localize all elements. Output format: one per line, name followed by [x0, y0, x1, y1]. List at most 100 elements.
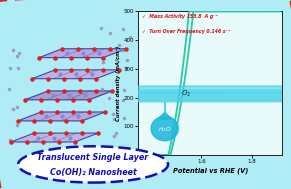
Y-axis label: Current density (mA/cm²): Current density (mA/cm²): [116, 46, 121, 121]
Point: [32, 132, 36, 135]
Point: [36, 136, 41, 139]
Point: [8, 138, 12, 141]
Point: [59, 115, 64, 118]
Point: [9, 140, 13, 143]
Text: Co(OH)₂ Nanosheet: Co(OH)₂ Nanosheet: [50, 168, 136, 177]
Point: [76, 47, 81, 50]
Point: [121, 98, 126, 101]
Point: [94, 89, 98, 92]
Point: [103, 111, 107, 114]
Point: [68, 136, 73, 139]
Point: [124, 58, 129, 61]
Circle shape: [0, 93, 291, 95]
Point: [64, 52, 69, 55]
Point: [41, 140, 45, 143]
X-axis label: Potential vs RHE (V): Potential vs RHE (V): [173, 167, 248, 174]
Point: [120, 27, 125, 30]
Point: [96, 52, 101, 55]
Point: [107, 96, 111, 99]
Point: [80, 119, 84, 122]
Polygon shape: [158, 112, 172, 119]
Point: [82, 94, 87, 97]
Point: [53, 56, 57, 59]
Circle shape: [0, 88, 291, 91]
Point: [16, 67, 20, 70]
Point: [100, 87, 104, 90]
Polygon shape: [11, 133, 98, 142]
Point: [46, 89, 50, 92]
Point: [80, 52, 85, 55]
Point: [69, 68, 73, 71]
Point: [87, 98, 91, 101]
Circle shape: [0, 95, 291, 99]
Point: [75, 115, 80, 118]
Text: Translucent Single Layer: Translucent Single Layer: [38, 153, 149, 162]
Text: $H_2O$: $H_2O$: [158, 125, 172, 134]
Point: [69, 56, 73, 59]
Point: [85, 68, 89, 71]
Point: [53, 68, 57, 71]
Point: [37, 56, 41, 59]
Point: [96, 132, 100, 135]
Point: [87, 111, 91, 114]
Point: [62, 77, 66, 80]
Point: [23, 98, 27, 101]
Point: [111, 117, 116, 120]
Point: [80, 132, 84, 135]
Point: [122, 117, 126, 120]
Ellipse shape: [18, 146, 168, 183]
Point: [39, 98, 43, 101]
Point: [78, 89, 82, 92]
Point: [17, 51, 21, 54]
Circle shape: [0, 90, 291, 93]
Point: [121, 48, 126, 51]
Point: [114, 132, 119, 135]
Circle shape: [0, 85, 291, 88]
Polygon shape: [32, 70, 119, 79]
Text: ✓  Turn Over Frequency 0.146 s⁻¹: ✓ Turn Over Frequency 0.146 s⁻¹: [142, 29, 230, 34]
Polygon shape: [39, 49, 126, 58]
Point: [108, 32, 113, 35]
Point: [111, 113, 115, 116]
Point: [121, 88, 126, 91]
Point: [117, 68, 121, 71]
Point: [124, 47, 129, 50]
Point: [7, 87, 11, 90]
Point: [78, 77, 82, 80]
Point: [123, 66, 128, 69]
Point: [71, 98, 75, 101]
Point: [48, 132, 52, 135]
Point: [16, 119, 20, 122]
Point: [108, 47, 113, 50]
Point: [57, 73, 62, 76]
Point: [30, 77, 34, 80]
Point: [11, 48, 16, 51]
Point: [43, 115, 48, 118]
Point: [101, 56, 105, 59]
Point: [55, 111, 59, 114]
Point: [39, 111, 43, 114]
Point: [92, 47, 97, 50]
Point: [73, 73, 78, 76]
Point: [55, 98, 59, 101]
Point: [14, 124, 19, 127]
Point: [85, 56, 89, 59]
Point: [50, 94, 55, 97]
Point: [117, 44, 122, 47]
Point: [57, 140, 61, 143]
Point: [89, 73, 94, 76]
Point: [73, 140, 77, 143]
Point: [32, 119, 36, 122]
Polygon shape: [25, 91, 112, 100]
Point: [48, 119, 52, 122]
Point: [52, 136, 57, 139]
Point: [71, 111, 75, 114]
Point: [10, 108, 15, 111]
Text: $O_2$: $O_2$: [181, 89, 191, 99]
Point: [15, 54, 19, 57]
Point: [64, 119, 68, 122]
Point: [15, 105, 19, 108]
Polygon shape: [18, 112, 105, 121]
Point: [101, 68, 105, 71]
Ellipse shape: [151, 116, 178, 141]
